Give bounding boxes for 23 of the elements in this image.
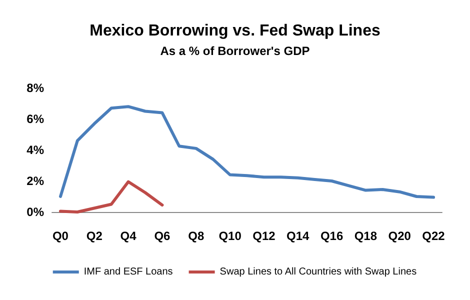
y-tick-label: 4%	[26, 143, 44, 157]
y-tick-label: 2%	[26, 174, 44, 188]
y-tick-label: 8%	[26, 81, 44, 95]
chart-title: Mexico Borrowing vs. Fed Swap Lines	[90, 22, 380, 40]
x-tick-label: Q2	[86, 229, 103, 243]
x-tick-label: Q12	[252, 229, 276, 243]
x-tick-label: Q14	[286, 229, 310, 243]
y-tick-label: 6%	[26, 112, 44, 126]
x-tick-label: Q20	[388, 229, 412, 243]
x-tick-label: Q10	[218, 229, 242, 243]
line-series	[58, 180, 164, 214]
x-tick-label: Q18	[354, 229, 378, 243]
x-tick-label: Q16	[320, 229, 344, 243]
line-series	[58, 105, 436, 199]
y-tick-label: 0%	[26, 205, 44, 219]
x-tick-label: Q4	[120, 229, 137, 243]
x-tick-label: Q8	[188, 229, 204, 243]
x-tick-label: Q0	[52, 229, 69, 243]
chart-subtitle: As a % of Borrower's GDP	[160, 44, 310, 58]
x-tick-label: Q6	[154, 229, 171, 243]
legend-label: Swap Lines to All Countries with Swap Lines	[220, 266, 417, 278]
x-tick-label: Q22	[422, 229, 446, 243]
legend-label: IMF and ESF Loans	[84, 266, 173, 278]
